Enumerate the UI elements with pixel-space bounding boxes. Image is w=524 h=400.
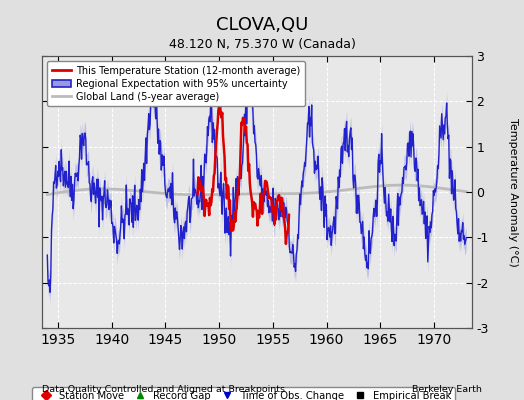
Text: Berkeley Earth: Berkeley Earth bbox=[412, 385, 482, 394]
Legend: Station Move, Record Gap, Time of Obs. Change, Empirical Break: Station Move, Record Gap, Time of Obs. C… bbox=[32, 386, 455, 400]
Text: Data Quality Controlled and Aligned at Breakpoints: Data Quality Controlled and Aligned at B… bbox=[42, 385, 285, 394]
Text: CLOVA,QU: CLOVA,QU bbox=[216, 16, 308, 34]
Text: 48.120 N, 75.370 W (Canada): 48.120 N, 75.370 W (Canada) bbox=[169, 38, 355, 51]
Y-axis label: Temperature Anomaly (°C): Temperature Anomaly (°C) bbox=[508, 118, 518, 266]
